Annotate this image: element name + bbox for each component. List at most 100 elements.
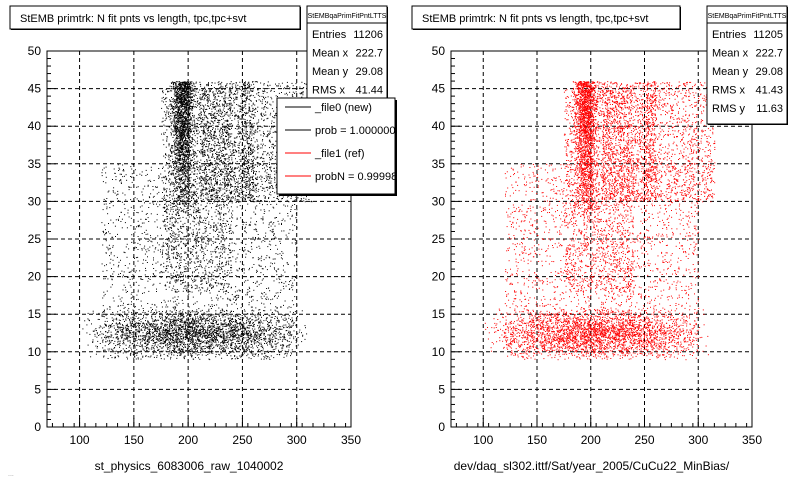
scatter-point xyxy=(213,178,215,180)
scatter-point xyxy=(201,119,203,121)
scatter-point xyxy=(219,161,221,163)
scatter-point xyxy=(236,181,238,183)
scatter-point xyxy=(188,194,190,196)
scatter-point xyxy=(199,98,201,100)
scatter-point xyxy=(190,177,192,179)
scatter-point xyxy=(201,104,203,106)
scatter-point xyxy=(196,131,198,132)
scatter-point xyxy=(173,224,174,226)
scatter-point xyxy=(167,271,169,273)
scatter-point xyxy=(180,94,182,96)
scatter-point xyxy=(213,87,215,89)
scatter-point xyxy=(245,186,247,188)
scatter-point xyxy=(200,97,202,99)
scatter-point xyxy=(214,192,216,194)
scatter-point xyxy=(219,108,221,110)
scatter-point xyxy=(170,112,171,114)
scatter-point xyxy=(185,168,187,170)
scatter-point xyxy=(191,117,193,119)
scatter-point xyxy=(208,91,210,93)
scatter-point xyxy=(173,248,175,250)
scatter-point xyxy=(215,209,217,211)
scatter-point xyxy=(225,136,226,138)
scatter-point xyxy=(238,147,240,149)
scatter-point xyxy=(233,172,235,174)
scatter-point xyxy=(182,127,184,129)
scatter-point xyxy=(233,102,235,104)
scatter-point xyxy=(181,162,183,164)
scatter-point xyxy=(180,116,182,118)
scatter-point xyxy=(189,157,191,159)
scatter-point xyxy=(225,112,227,113)
scatter-point xyxy=(179,101,181,103)
scatter-point xyxy=(222,149,223,151)
scatter-point xyxy=(234,93,236,95)
scatter-point xyxy=(189,183,191,185)
scatter-point xyxy=(239,160,241,162)
scatter-point xyxy=(224,145,225,147)
scatter-point xyxy=(229,174,231,176)
scatter-point xyxy=(211,108,213,110)
scatter-point xyxy=(177,111,179,112)
scatter-point xyxy=(200,244,202,246)
scatter-point xyxy=(185,123,187,125)
scatter-point xyxy=(164,98,166,100)
scatter-point xyxy=(179,170,180,172)
scatter-point xyxy=(186,95,188,97)
scatter-point xyxy=(175,101,177,103)
scatter-point xyxy=(171,230,173,232)
scatter-point xyxy=(217,119,219,121)
scatter-point xyxy=(214,177,216,179)
scatter-point xyxy=(178,182,180,184)
scatter-point xyxy=(219,204,221,206)
scatter-point xyxy=(228,285,230,287)
scatter-point xyxy=(208,221,210,223)
scatter-point xyxy=(204,114,206,116)
scatter-point xyxy=(186,97,188,99)
scatter-point xyxy=(184,194,186,196)
scatter-point xyxy=(175,128,177,130)
scatter-point xyxy=(184,122,186,124)
scatter-point xyxy=(189,258,191,260)
scatter-point xyxy=(242,196,244,198)
scatter-point xyxy=(174,160,176,162)
scatter-point xyxy=(182,282,183,284)
scatter-point xyxy=(245,89,247,91)
scatter-point xyxy=(177,100,179,101)
scatter-point xyxy=(171,240,173,242)
scatter-point xyxy=(249,89,251,91)
scatter-point xyxy=(183,204,185,206)
scatter-point xyxy=(253,331,254,333)
scatter-point xyxy=(240,178,242,179)
scatter-point xyxy=(204,150,206,152)
scatter-point xyxy=(218,163,220,165)
scatter-point xyxy=(213,150,215,152)
scatter-point xyxy=(191,124,193,126)
scatter-point xyxy=(214,270,216,271)
scatter-point xyxy=(218,314,220,316)
scatter-point xyxy=(228,133,230,135)
scatter-point xyxy=(178,94,180,96)
scatter-point xyxy=(202,117,203,119)
scatter-point xyxy=(143,349,145,351)
scatter-point xyxy=(222,247,224,249)
scatter-point xyxy=(175,111,177,112)
scatter-point xyxy=(190,101,192,103)
scatter-point xyxy=(211,120,213,122)
scatter-point xyxy=(186,119,188,121)
scatter-point xyxy=(176,90,178,91)
scatter-point xyxy=(190,83,192,85)
scatter-point xyxy=(212,186,214,188)
scatter-point xyxy=(226,84,228,86)
scatter-point xyxy=(162,251,163,253)
scatter-point xyxy=(180,208,182,210)
scatter-point xyxy=(193,90,195,92)
scatter-point xyxy=(174,247,176,249)
scatter-point xyxy=(164,104,166,106)
scatter-point xyxy=(240,201,242,203)
scatter-point xyxy=(204,144,205,146)
scatter-point xyxy=(177,93,179,95)
scatter-point xyxy=(192,115,193,117)
scatter-point xyxy=(212,139,214,141)
scatter-point xyxy=(205,175,207,177)
